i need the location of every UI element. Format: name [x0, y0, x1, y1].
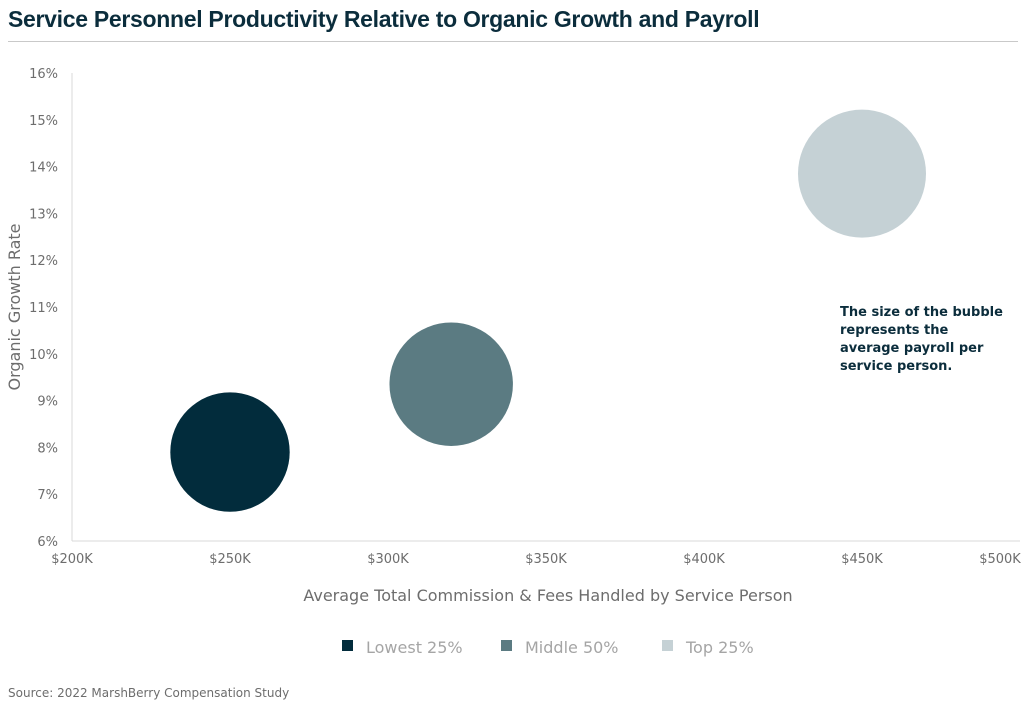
- y-tick-label: 12%: [29, 254, 58, 269]
- legend-swatch: [342, 640, 353, 651]
- x-tick-labels: $200K $250K $300K $350K $400K $450K $500K: [51, 552, 1021, 567]
- legend: Lowest 25% Middle 50% Top 25%: [342, 638, 754, 657]
- bubble: [170, 392, 290, 512]
- source-note: Source: 2022 MarshBerry Compensation Stu…: [8, 686, 290, 700]
- y-tick-label: 16%: [29, 67, 58, 82]
- y-tick-label: 15%: [29, 114, 58, 129]
- x-tick-label: $200K: [51, 552, 93, 567]
- y-tick-label: 10%: [29, 348, 58, 363]
- chart-title: Service Personnel Productivity Relative …: [8, 6, 1018, 42]
- legend-label: Lowest 25%: [366, 638, 463, 657]
- x-tick-label: $250K: [209, 552, 251, 567]
- y-tick-label: 13%: [29, 207, 58, 222]
- x-tick-label: $500K: [979, 552, 1021, 567]
- y-tick-label: 6%: [37, 535, 58, 550]
- y-tick-label: 11%: [29, 301, 58, 316]
- legend-swatch: [662, 640, 673, 651]
- bubble: [798, 109, 926, 238]
- y-tick-labels: 6% 7% 8% 9% 10% 11% 12% 13% 14% 15% 16%: [29, 67, 58, 550]
- bubbles: [170, 109, 926, 512]
- legend-label: Top 25%: [685, 638, 754, 657]
- x-tick-label: $400K: [683, 552, 725, 567]
- x-tick-label: $300K: [367, 552, 409, 567]
- legend-label: Middle 50%: [525, 638, 619, 657]
- note-line-1: The size of the bubble: [840, 305, 1003, 320]
- y-tick-label: 14%: [29, 161, 58, 176]
- y-axis-title: Organic Growth Rate: [5, 223, 24, 390]
- y-tick-label: 9%: [37, 395, 58, 410]
- y-tick-label: 7%: [37, 488, 58, 503]
- y-tick-label: 8%: [37, 441, 58, 456]
- x-axis-title: Average Total Commission & Fees Handled …: [303, 586, 792, 605]
- note-line-2: represents the: [840, 323, 949, 338]
- note-line-3: average payroll per: [840, 341, 984, 356]
- bubble: [389, 322, 513, 446]
- x-tick-label: $450K: [841, 552, 883, 567]
- legend-swatch: [501, 640, 512, 651]
- note-line-4: service person.: [840, 359, 952, 374]
- x-tick-label: $350K: [525, 552, 567, 567]
